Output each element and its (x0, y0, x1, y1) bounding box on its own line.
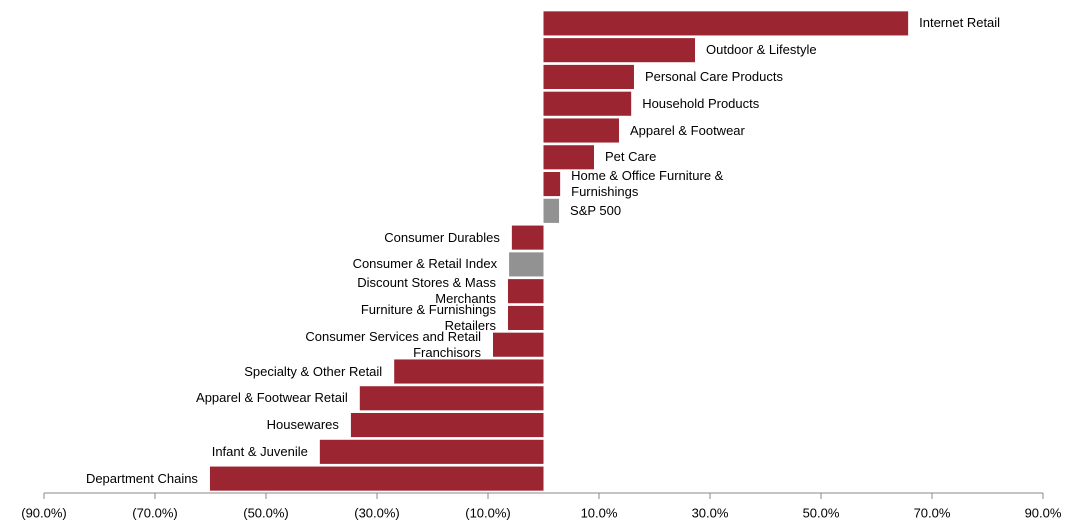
category-label: Specialty & Other Retail (244, 363, 383, 379)
bar (394, 359, 544, 384)
category-label: Apparel & Footwear (629, 122, 745, 138)
x-tick-label: (50.0%) (243, 505, 289, 520)
category-label: Department Chains (85, 470, 198, 486)
category-label: Pet Care (605, 149, 657, 165)
bar (507, 279, 544, 304)
x-tick-label: 30.0% (692, 505, 729, 520)
category-label: Furniture & Furnishings Retailers (360, 301, 496, 333)
bar (543, 172, 561, 197)
x-tick-label: 50.0% (803, 505, 840, 520)
category-label: Consumer Durables (384, 229, 500, 245)
x-tick-label: (10.0%) (465, 505, 511, 520)
bar (543, 91, 632, 116)
category-label: Discount Stores & Mass Merchants (357, 275, 496, 307)
x-tick-label: (90.0%) (21, 505, 67, 520)
category-label: Consumer Services and Retail Franchisors (305, 328, 481, 360)
bar (543, 198, 560, 223)
bar (359, 386, 544, 411)
bar (543, 64, 634, 89)
category-label: Personal Care Products (644, 68, 783, 84)
bar (350, 413, 544, 438)
x-tick-label: 90.0% (1025, 505, 1062, 520)
category-label: Consumer & Retail Index (352, 256, 498, 272)
x-tick-label: (70.0%) (132, 505, 178, 520)
category-label: S&P 500 (570, 202, 622, 218)
category-label: Housewares (266, 417, 339, 433)
bar (543, 145, 595, 170)
category-label: Outdoor & Lifestyle (706, 42, 817, 58)
bar (319, 439, 544, 464)
x-tick-label: 70.0% (914, 505, 951, 520)
x-tick-label: 10.0% (581, 505, 618, 520)
bar (509, 252, 544, 277)
category-label: Home & Office Furniture & Furnishings (571, 168, 724, 200)
bar (543, 38, 696, 63)
category-label: Internet Retail (919, 15, 1001, 31)
category-label: Infant & Juvenile (211, 443, 308, 459)
category-label: Apparel & Footwear Retail (196, 390, 348, 406)
bar (209, 466, 544, 491)
bar (511, 225, 544, 250)
bar (543, 118, 619, 143)
x-tick-label: (30.0%) (354, 505, 400, 520)
category-label: Household Products (642, 95, 760, 111)
bar (507, 305, 544, 330)
bar (543, 11, 909, 36)
bar (492, 332, 544, 357)
